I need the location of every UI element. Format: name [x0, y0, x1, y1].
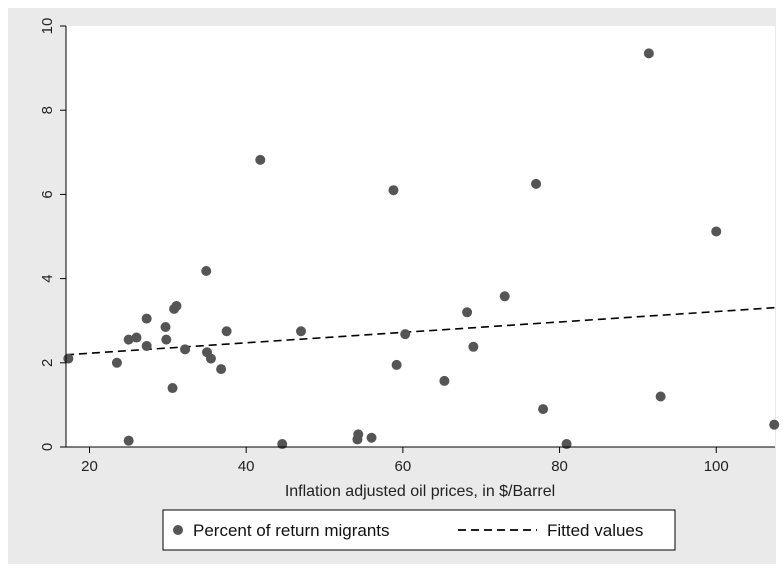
data-point: [123, 435, 134, 446]
x-tick-label: 60: [395, 458, 412, 475]
data-point: [111, 357, 122, 368]
data-point: [131, 332, 142, 343]
data-point: [255, 154, 266, 165]
data-point: [388, 185, 399, 196]
data-point: [468, 341, 479, 352]
data-point: [531, 178, 542, 189]
data-point: [711, 226, 722, 237]
data-point: [353, 429, 364, 440]
x-tick-label: 100: [704, 458, 729, 475]
data-point: [296, 326, 307, 337]
data-point: [216, 364, 227, 375]
x-tick-label: 40: [238, 458, 255, 475]
data-point: [161, 334, 172, 345]
y-tick-label: 6: [39, 190, 56, 198]
data-point: [655, 391, 666, 402]
y-tick-label: 0: [39, 443, 56, 451]
data-point: [160, 322, 171, 333]
legend-label-fitted: Fitted values: [547, 521, 643, 540]
y-tick-label: 4: [39, 274, 56, 282]
legend: Percent of return migrants Fitted values: [162, 509, 676, 551]
x-axis-title: Inflation adjusted oil prices, in $/Barr…: [285, 483, 555, 500]
legend-marker-migrants: [173, 525, 183, 535]
data-point: [538, 404, 549, 415]
data-point: [205, 353, 216, 364]
data-point: [499, 291, 510, 302]
data-point: [180, 344, 191, 355]
axis-ticks: 20 40 60 80 100 0 2 4 6 8 10: [39, 18, 729, 475]
y-tick-label: 10: [39, 18, 56, 35]
legend-label-migrants: Percent of return migrants: [193, 521, 390, 540]
data-point: [643, 48, 654, 59]
data-point: [221, 326, 232, 337]
chart-marks: [63, 48, 780, 450]
data-point: [277, 439, 288, 450]
data-point: [167, 383, 178, 394]
data-point: [769, 419, 780, 430]
data-point: [561, 439, 572, 450]
x-tick-label: 20: [81, 458, 98, 475]
data-point: [123, 334, 134, 345]
data-point: [171, 300, 182, 311]
data-point: [141, 313, 152, 324]
y-tick-label: 8: [39, 106, 56, 114]
data-point: [201, 266, 212, 277]
data-point: [400, 329, 411, 340]
data-point: [63, 353, 74, 364]
data-point: [391, 359, 402, 370]
plot-area: [66, 26, 775, 447]
data-point: [439, 375, 450, 386]
y-tick-label: 2: [39, 359, 56, 367]
data-point: [141, 340, 152, 351]
data-point: [462, 307, 473, 318]
data-point: [366, 432, 377, 443]
legend-box: [162, 509, 676, 551]
x-tick-label: 80: [551, 458, 568, 475]
